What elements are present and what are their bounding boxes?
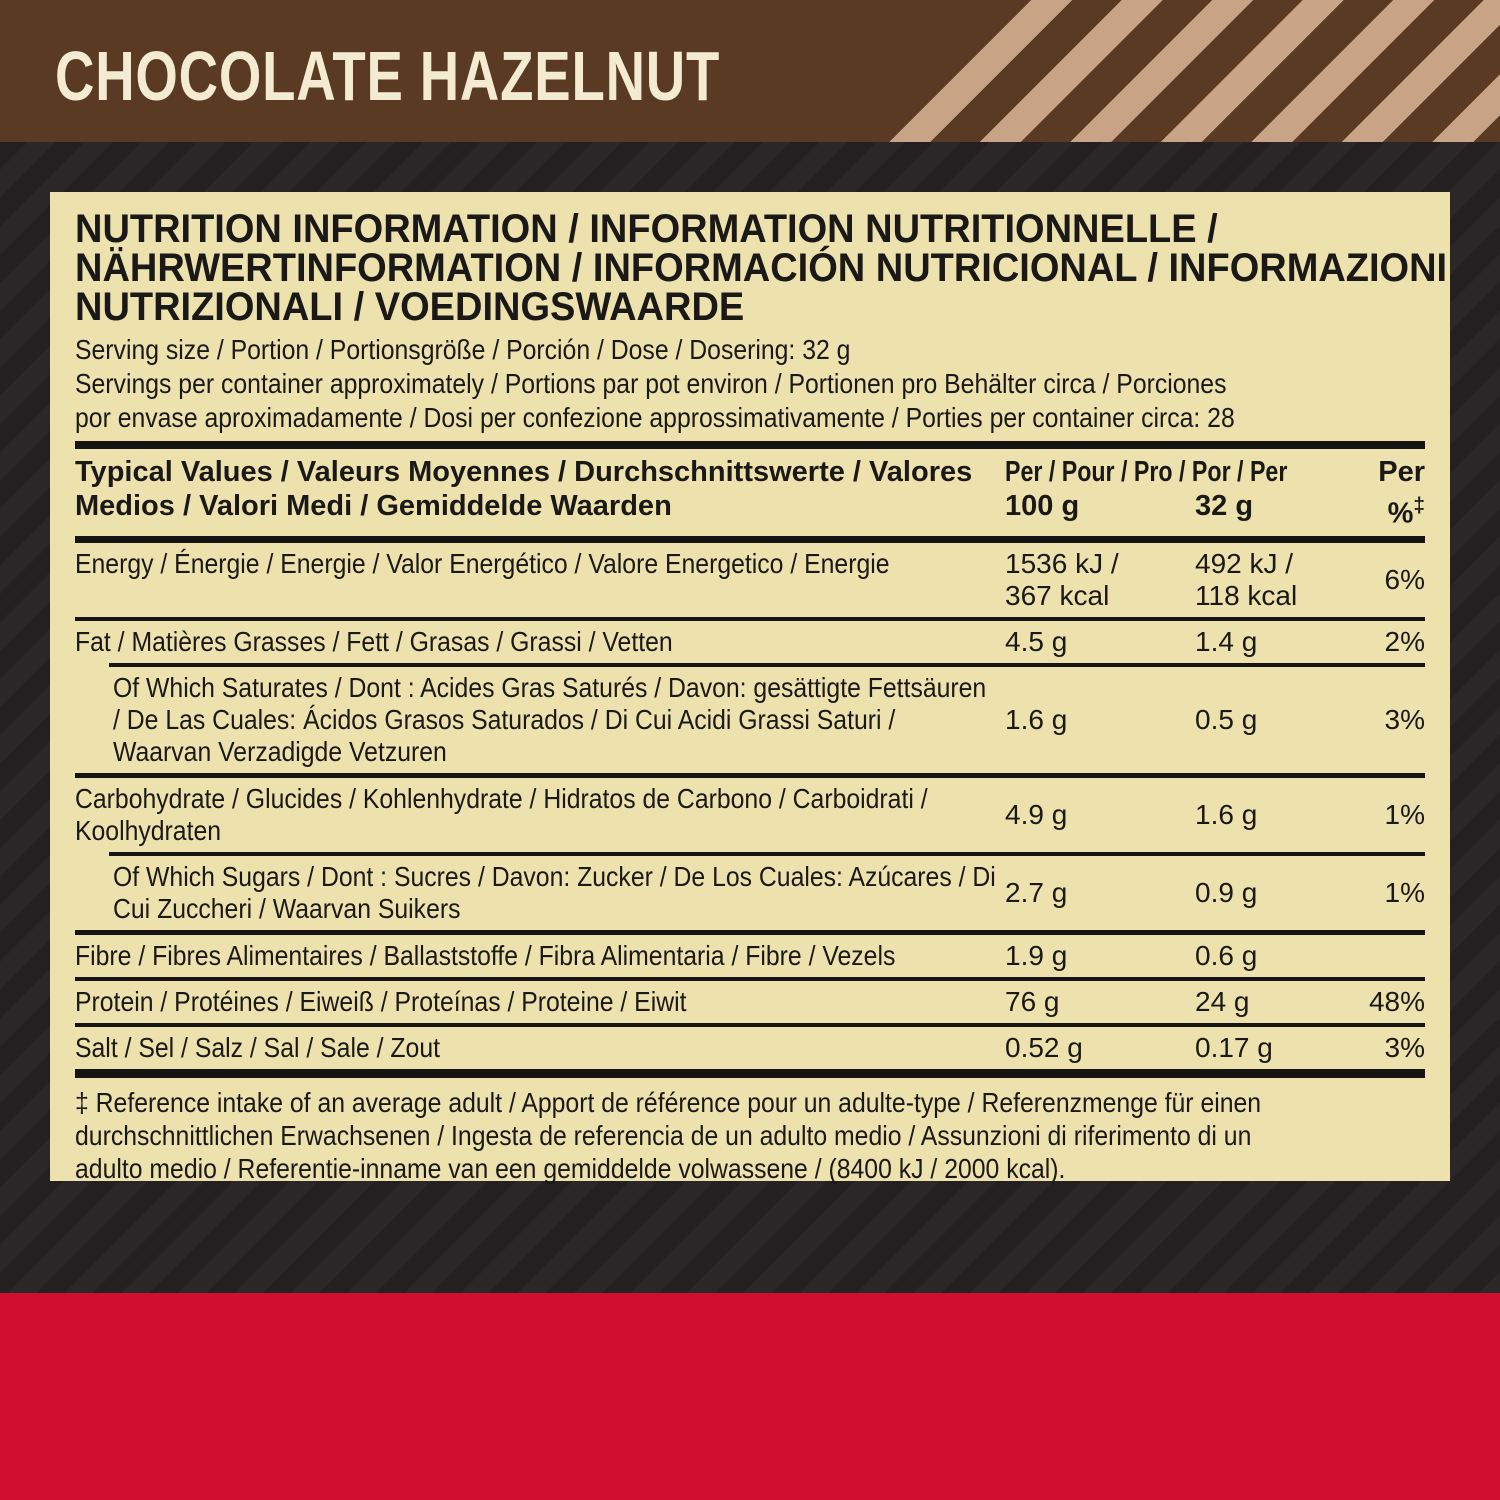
dagger-symbol: ‡ bbox=[1413, 494, 1425, 517]
row-label-text: Fibre / Fibres Alimentaires / Ballaststo… bbox=[75, 939, 896, 971]
row-values: 1.6 g 0.5 g 3% bbox=[1005, 704, 1425, 736]
heading-line: NÄHRWERTINFORMATION / INFORMACIÓN NUTRIC… bbox=[75, 246, 1448, 290]
table-row-saturates: Of Which Saturates / Dont : Acides Gras … bbox=[75, 667, 1425, 773]
serving-size-line: Serving size / Portion / Portionsgröße /… bbox=[75, 334, 851, 365]
value-per-32g: 0.9 g bbox=[1195, 876, 1258, 908]
table-row-fat: Fat / Matières Grasses / Fett / Grasas /… bbox=[75, 621, 1425, 663]
heading-line: NUTRIZIONALI / VOEDINGSWAARDE bbox=[75, 285, 745, 329]
typical-values-header: Typical Values / Valeurs Moyennes / Durc… bbox=[75, 455, 1005, 531]
value-percent: 1% bbox=[1384, 798, 1425, 830]
value-percent: 2% bbox=[1384, 625, 1425, 657]
value-per-100g: 1.6 g bbox=[1005, 703, 1068, 735]
table-rule bbox=[75, 1022, 1425, 1027]
value-percent: 3% bbox=[1384, 703, 1425, 735]
value-per-32g: 24 g bbox=[1195, 985, 1250, 1017]
row-label: Fat / Matières Grasses / Fett / Grasas /… bbox=[75, 626, 1005, 658]
table-rule-bottom bbox=[75, 1068, 1425, 1078]
value-per-100g: 1536 kJ / 367 kcal bbox=[1005, 547, 1119, 611]
value-per-32g: 0.6 g bbox=[1195, 939, 1258, 971]
row-label: Salt / Sel / Salz / Sal / Sale / Zout bbox=[75, 1032, 1005, 1064]
table-rule-top bbox=[75, 441, 1425, 449]
flavor-banner: CHOCOLATE HAZELNUT bbox=[0, 0, 1500, 142]
table-row-salt: Salt / Sel / Salz / Sal / Sale / Zout 0.… bbox=[75, 1027, 1425, 1069]
value-percent: 3% bbox=[1384, 1031, 1425, 1063]
per-header-line: Per / Pour / Pro / Por / Per Per bbox=[1005, 455, 1425, 489]
table-row-fibre: Fibre / Fibres Alimentaires / Ballaststo… bbox=[75, 935, 1425, 977]
row-values: 76 g 24 g 48% bbox=[1005, 986, 1425, 1018]
row-label: Protein / Protéines / Eiweiß / Proteínas… bbox=[75, 986, 1005, 1018]
table-row-energy: Energy / Énergie / Energie / Valor Energ… bbox=[75, 543, 1425, 617]
row-label: Of Which Saturates / Dont : Acides Gras … bbox=[75, 672, 1005, 768]
row-label-text: Energy / Énergie / Energie / Valor Energ… bbox=[75, 547, 890, 579]
value-per-100g: 0.52 g bbox=[1005, 1031, 1083, 1063]
panel-heading: NUTRITION INFORMATION / INFORMATION NUTR… bbox=[75, 207, 1448, 329]
row-label-text: Fat / Matières Grasses / Fett / Grasas /… bbox=[75, 625, 673, 657]
heading-line: NUTRITION INFORMATION / INFORMATION NUTR… bbox=[75, 207, 1218, 251]
column-headers: Per / Pour / Pro / Por / Per Per 100 g 3… bbox=[1005, 455, 1425, 531]
table-rule bbox=[75, 929, 1425, 935]
row-values: 1.9 g 0.6 g bbox=[1005, 940, 1425, 972]
value-percent: 48% bbox=[1368, 985, 1425, 1017]
value-per-32g: 492 kJ / 118 kcal bbox=[1195, 547, 1298, 611]
row-label: Energy / Énergie / Energie / Valor Energ… bbox=[75, 548, 1005, 580]
table-rule-indented bbox=[109, 851, 1425, 856]
table-row-carbohydrate: Carbohydrate / Glucides / Kohlenhydrate … bbox=[75, 778, 1425, 852]
flavor-title: CHOCOLATE HAZELNUT bbox=[55, 36, 908, 116]
table-rule bbox=[75, 616, 1425, 621]
value-per-100g: 76 g bbox=[1005, 985, 1060, 1017]
table-rule-indented bbox=[109, 662, 1425, 667]
per-header-right: Per bbox=[1378, 456, 1425, 488]
serving-info: Serving size / Portion / Portionsgröße /… bbox=[75, 333, 1425, 435]
value-percent: 6% bbox=[1384, 563, 1425, 595]
table-rule bbox=[75, 535, 1425, 543]
footnote-line: adulto medio / Referentie-inname van een… bbox=[75, 1152, 1066, 1184]
table-row-protein: Protein / Protéines / Eiweiß / Proteínas… bbox=[75, 981, 1425, 1023]
red-footer-band bbox=[0, 1293, 1500, 1500]
flavor-title-text: CHOCOLATE HAZELNUT bbox=[55, 37, 721, 115]
per-header-left: Per / Pour / Pro / Por / Per bbox=[1005, 456, 1288, 488]
typical-values-line: Typical Values / Valeurs Moyennes / Durc… bbox=[75, 456, 861, 488]
diagonal-stripes-decoration bbox=[850, 0, 1500, 142]
nutrition-table: Typical Values / Valeurs Moyennes / Durc… bbox=[75, 441, 1425, 1078]
column-header-32g: 32 g bbox=[1195, 490, 1254, 522]
row-label-text: Salt / Sel / Salz / Sal / Sale / Zout bbox=[75, 1031, 440, 1063]
row-label-text: Carbohydrate / Glucides / Kohlenhydrate … bbox=[75, 782, 928, 846]
row-label: Of Which Sugars / Dont : Sucres / Davon:… bbox=[75, 861, 1005, 925]
value-per-100g: 4.5 g bbox=[1005, 625, 1068, 657]
table-rule bbox=[75, 772, 1425, 778]
table-header-row: Typical Values / Valeurs Moyennes / Durc… bbox=[75, 449, 1425, 536]
servings-per-container-line: por envase aproximadamente / Dosi per co… bbox=[75, 402, 1235, 433]
column-header-100g: 100 g bbox=[1005, 490, 1080, 522]
value-per-100g: 4.9 g bbox=[1005, 798, 1068, 830]
footnote-line: ‡ Reference intake of an average adult /… bbox=[75, 1086, 1262, 1118]
row-values: 2.7 g 0.9 g 1% bbox=[1005, 877, 1425, 909]
reference-intake-footnote: ‡ Reference intake of an average adult /… bbox=[75, 1086, 1425, 1185]
column-units-line: 100 g 32 g %‡ bbox=[1005, 489, 1425, 531]
servings-per-container-line: Servings per container approximately / P… bbox=[75, 368, 1227, 399]
typical-values-line: Valores Medios / Valori Medi / Gemiddeld… bbox=[75, 456, 973, 522]
row-label-text: Of Which Saturates / Dont : Acides Gras … bbox=[113, 671, 987, 767]
value-per-32g: 0.17 g bbox=[1195, 1031, 1273, 1063]
value-per-100g: 1.9 g bbox=[1005, 939, 1068, 971]
value-percent: 1% bbox=[1384, 876, 1425, 908]
value-per-32g: 1.4 g bbox=[1195, 625, 1258, 657]
row-values: 4.9 g 1.6 g 1% bbox=[1005, 799, 1425, 831]
value-per-100g: 2.7 g bbox=[1005, 876, 1068, 908]
row-values: 0.52 g 0.17 g 3% bbox=[1005, 1032, 1425, 1064]
nutrition-panel: NUTRITION INFORMATION / INFORMATION NUTR… bbox=[50, 192, 1450, 1184]
row-label: Fibre / Fibres Alimentaires / Ballaststo… bbox=[75, 940, 1005, 972]
row-values: 4.5 g 1.4 g 2% bbox=[1005, 626, 1425, 658]
table-row-sugars: Of Which Sugars / Dont : Sucres / Davon:… bbox=[75, 856, 1425, 930]
row-label-text: Protein / Protéines / Eiweiß / Proteínas… bbox=[75, 985, 687, 1017]
row-label-text: Of Which Sugars / Dont : Sucres / Davon:… bbox=[113, 860, 996, 924]
row-label: Carbohydrate / Glucides / Kohlenhydrate … bbox=[75, 783, 1005, 847]
column-header-percent: %‡ bbox=[1345, 489, 1425, 531]
value-per-32g: 0.5 g bbox=[1195, 703, 1258, 735]
percent-symbol: % bbox=[1387, 497, 1414, 530]
table-rule bbox=[75, 976, 1425, 981]
footnote-line: durchschnittlichen Erwachsenen / Ingesta… bbox=[75, 1119, 1252, 1151]
row-values: 1536 kJ / 367 kcal 492 kJ / 118 kcal 6% bbox=[1005, 548, 1425, 612]
value-per-32g: 1.6 g bbox=[1195, 798, 1258, 830]
